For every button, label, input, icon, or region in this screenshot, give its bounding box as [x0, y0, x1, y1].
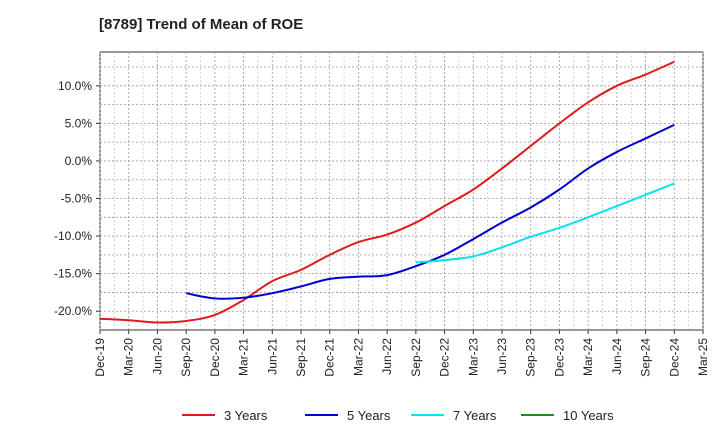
series-line-7-years	[415, 182, 675, 264]
x-tick-label: Dec-20	[208, 338, 222, 377]
x-tick-label: Dec-22	[438, 338, 452, 377]
series-group	[99, 60, 675, 324]
plot-frame	[99, 51, 704, 331]
x-tick-label: Sep-22	[409, 338, 423, 377]
y-tick-label: 10.0%	[58, 79, 92, 93]
x-tick-label: Sep-20	[179, 338, 193, 377]
x-tick-label: Jun-23	[495, 338, 509, 375]
x-tick-label: Jun-22	[380, 338, 394, 375]
y-tick-label: -10.0%	[54, 229, 92, 243]
x-axis: Dec-19 Mar-20 Jun-20 Sep-20 Dec-20 Mar-21 Jun-…	[93, 330, 710, 377]
x-tick-label: Dec-23	[552, 338, 566, 377]
y-axis: 10.0% 5.0% 0.0% -5.0% -10.0% -15.0% -20.0%	[54, 79, 100, 318]
x-tick-label: Jun-24	[610, 338, 624, 375]
grid-lines	[99, 52, 704, 330]
x-tick-label: Sep-21	[294, 338, 308, 377]
x-tick-label: Jun-21	[265, 338, 279, 375]
x-tick-label: Mar-20	[122, 338, 136, 376]
x-tick-label: Jun-20	[150, 338, 164, 375]
x-tick-label: Mar-23	[466, 338, 480, 376]
legend-label-7-years: 7 Years	[453, 408, 497, 423]
x-tick-label: Dec-21	[323, 338, 337, 377]
series-line-3-years	[99, 60, 675, 324]
y-tick-label: 0.0%	[65, 154, 93, 168]
chart-title: [8789] Trend of Mean of ROE	[99, 16, 303, 33]
legend-label-5-years: 5 Years	[347, 408, 391, 423]
x-tick-label: Mar-24	[581, 338, 595, 376]
x-tick-label: Dec-24	[667, 338, 681, 377]
x-tick-label: Mar-21	[237, 338, 251, 376]
x-tick-label: Dec-19	[93, 338, 107, 377]
y-tick-label: -5.0%	[61, 192, 93, 206]
legend-label-10-years: 10 Years	[563, 408, 614, 423]
y-tick-label: -20.0%	[54, 304, 92, 318]
y-tick-label: 5.0%	[65, 116, 93, 130]
x-tick-label: Mar-25	[696, 338, 710, 376]
legend: 3 Years 5 Years 7 Years 10 Years	[182, 408, 614, 423]
legend-label-3-years: 3 Years	[224, 408, 268, 423]
x-tick-label: Mar-22	[351, 338, 365, 376]
plot-area	[99, 51, 704, 331]
y-tick-label: -15.0%	[54, 267, 92, 281]
x-tick-label: Sep-24	[639, 338, 653, 377]
x-tick-label: Sep-23	[524, 338, 538, 377]
